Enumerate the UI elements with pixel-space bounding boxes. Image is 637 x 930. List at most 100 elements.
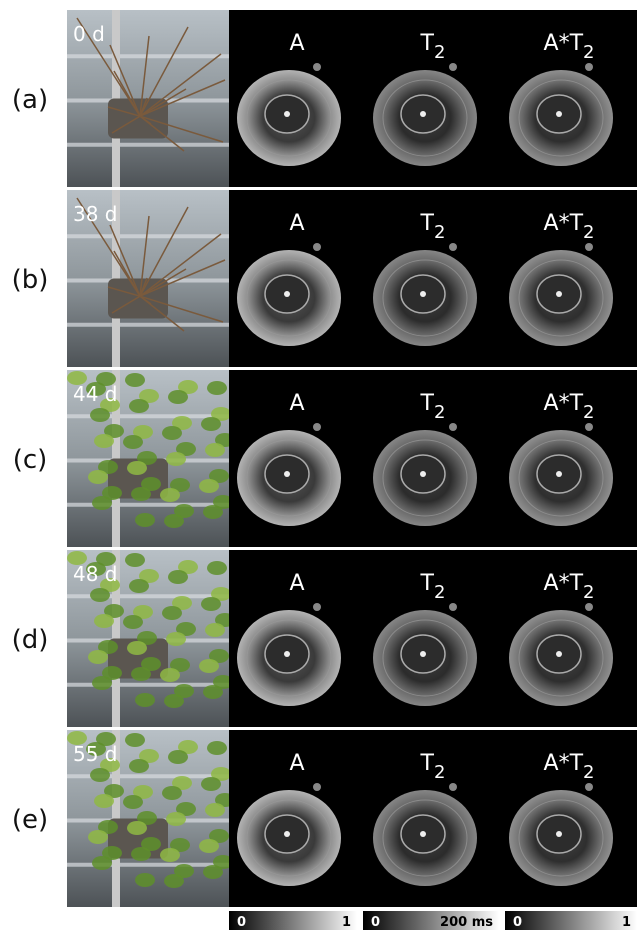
leaf <box>201 777 221 791</box>
reference <box>585 603 593 611</box>
leaf <box>135 513 155 527</box>
leaf <box>90 408 110 422</box>
leaf <box>90 768 110 782</box>
leaf <box>207 561 227 575</box>
panel-title-base: A <box>289 211 304 236</box>
railing <box>67 683 229 687</box>
leaf <box>88 650 108 664</box>
panel-title-base: A <box>289 31 304 56</box>
panel-title-base: A <box>289 571 304 596</box>
panel-title: A <box>289 31 304 56</box>
pith <box>556 111 562 117</box>
day-label: 55 d <box>73 742 118 766</box>
leaf <box>94 434 114 448</box>
panel-title: A <box>289 211 304 236</box>
railing <box>67 863 229 867</box>
reference <box>585 243 593 251</box>
leaf <box>168 570 188 584</box>
leaf <box>125 733 145 747</box>
panel-title-sub: 2 <box>434 762 445 783</box>
reference <box>585 783 593 791</box>
leaf <box>92 676 112 690</box>
panel-title-sub: 2 <box>583 222 594 243</box>
pith <box>420 471 426 477</box>
pith <box>284 291 290 297</box>
panel-title-base: A <box>289 751 304 776</box>
leaf <box>201 417 221 431</box>
pith <box>284 111 290 117</box>
leaf <box>164 874 184 888</box>
panel-title-sub: 2 <box>583 402 594 423</box>
reference <box>449 423 457 431</box>
colorbar-max: 1 <box>622 915 631 930</box>
leaf <box>160 848 180 862</box>
panel-title-sub: 2 <box>434 42 445 63</box>
leaf <box>205 803 225 817</box>
panel-title: A <box>289 391 304 416</box>
leaf <box>129 759 149 773</box>
reference <box>449 63 457 71</box>
leaf <box>166 632 186 646</box>
reference <box>585 63 593 71</box>
railing <box>67 54 229 58</box>
pith <box>420 291 426 297</box>
colorbar-min: 0 <box>371 915 380 930</box>
leaf <box>135 693 155 707</box>
reference <box>449 603 457 611</box>
panel-title: A <box>289 571 304 596</box>
reference <box>585 423 593 431</box>
row-label: (d) <box>12 625 49 655</box>
leaf <box>127 641 147 655</box>
leaf <box>90 588 110 602</box>
leaf <box>203 505 223 519</box>
pith <box>556 471 562 477</box>
leaf <box>129 579 149 593</box>
panel-title-sub: 2 <box>434 582 445 603</box>
row-label: (c) <box>13 445 48 475</box>
pith <box>284 471 290 477</box>
leaf <box>123 795 143 809</box>
colorbar-max: 1 <box>342 915 351 930</box>
leaf <box>203 685 223 699</box>
leaf <box>199 479 219 493</box>
railing <box>67 234 229 238</box>
panel-title-sub: 2 <box>583 42 594 63</box>
pith <box>556 651 562 657</box>
panel-title-base: T <box>420 211 435 236</box>
leaf <box>131 847 151 861</box>
panel-title-sub: 2 <box>434 402 445 423</box>
reference <box>313 63 321 71</box>
leaf <box>94 794 114 808</box>
leaf <box>88 470 108 484</box>
leaf <box>160 668 180 682</box>
leaf <box>131 667 151 681</box>
leaf <box>123 615 143 629</box>
leaf <box>88 830 108 844</box>
pith <box>556 831 562 837</box>
pith <box>284 831 290 837</box>
colorbar-min: 0 <box>237 915 246 930</box>
leaf <box>135 873 155 887</box>
reference <box>449 783 457 791</box>
leaf <box>125 373 145 387</box>
leaf <box>92 496 112 510</box>
leaf <box>207 381 227 395</box>
colorbar <box>505 911 637 930</box>
leaf <box>131 487 151 501</box>
panel-title-base: A <box>289 391 304 416</box>
pith <box>420 111 426 117</box>
leaf <box>123 435 143 449</box>
reference <box>313 423 321 431</box>
panel-title-base: A*T <box>544 391 584 416</box>
day-label: 48 d <box>73 562 118 586</box>
reference <box>313 603 321 611</box>
leaf <box>162 426 182 440</box>
colorbar-min: 0 <box>513 915 522 930</box>
leaf <box>205 443 225 457</box>
panel-title-base: A*T <box>544 31 584 56</box>
reference <box>313 243 321 251</box>
pith <box>420 651 426 657</box>
leaf <box>166 452 186 466</box>
leaf <box>201 597 221 611</box>
panel-title-base: T <box>420 391 435 416</box>
